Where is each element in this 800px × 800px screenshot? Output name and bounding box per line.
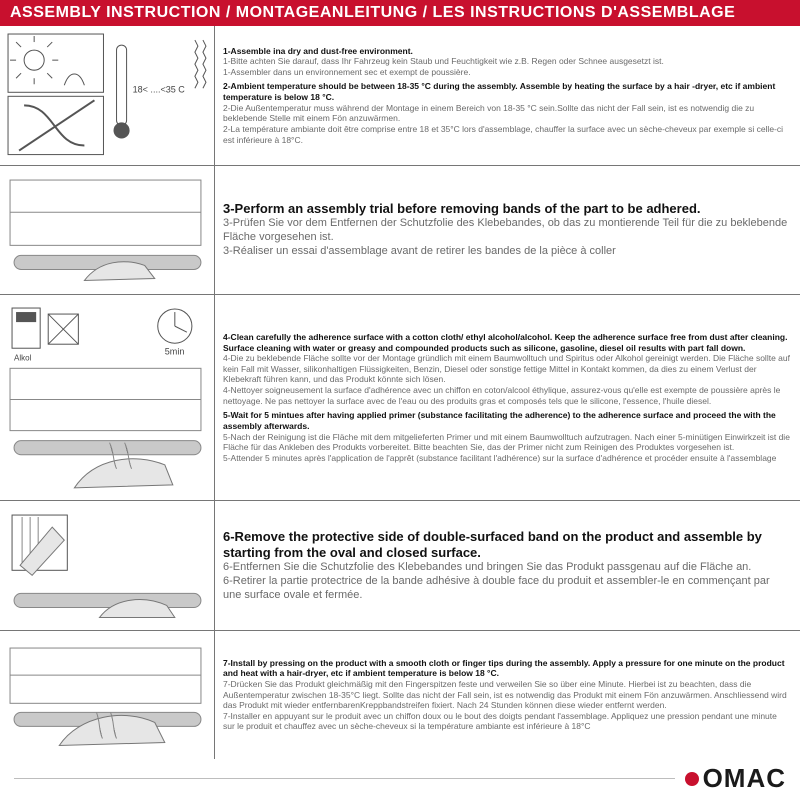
step-2: 2-Ambient temperature should be between … xyxy=(223,81,790,145)
logo-dot-icon xyxy=(685,772,699,786)
environment-icon: 18< ....<35 C xyxy=(4,30,210,161)
step-2-bold: 2-Ambient temperature should be between … xyxy=(223,81,775,102)
press-icon xyxy=(4,640,210,751)
instruction-row-4: 6-Remove the protective side of double-s… xyxy=(0,501,800,631)
illustration-remove xyxy=(0,501,215,630)
text-block-5: 7-Install by pressing on the product wit… xyxy=(215,631,800,759)
step-6-sub: 6-Entfernen Sie die Schutzfolie des Kleb… xyxy=(223,561,770,601)
brand-logo: OMAC xyxy=(685,763,786,794)
svg-text:18< ....<35 C: 18< ....<35 C xyxy=(133,84,186,94)
step-3-bold: 3-Perform an assembly trial before remov… xyxy=(223,201,701,216)
step-5-bold: 5-Wait for 5 mintues after having applie… xyxy=(223,410,776,431)
step-1-sub: 1-Bitte achten Sie darauf, dass Ihr Fahr… xyxy=(223,56,664,77)
footer-divider xyxy=(14,778,675,779)
step-2-sub: 2-Die Außentemperatur muss während der M… xyxy=(223,103,783,145)
trial-icon xyxy=(4,170,210,291)
footer: OMAC xyxy=(0,759,800,800)
text-block-1: 1-Assemble ina dry and dust-free environ… xyxy=(215,26,800,165)
step-7-bold: 7-Install by pressing on the product wit… xyxy=(223,658,785,679)
svg-text:Alkol: Alkol xyxy=(14,354,32,363)
step-5-sub: 5-Nach der Reinigung ist die Fläche mit … xyxy=(223,432,790,463)
illustration-clean: Alkol 5min xyxy=(0,295,215,500)
illustration-environment: 18< ....<35 C xyxy=(0,26,215,165)
text-block-4: 6-Remove the protective side of double-s… xyxy=(215,501,800,630)
assembly-instruction-sheet: ASSEMBLY INSTRUCTION / MONTAGEANLEITUNG … xyxy=(0,0,800,800)
instruction-row-5: 7-Install by pressing on the product wit… xyxy=(0,631,800,759)
instruction-row-1: 18< ....<35 C 1-Assemble ina dry and dus… xyxy=(0,26,800,166)
instruction-row-2: 3-Perform an assembly trial before remov… xyxy=(0,166,800,296)
step-7-sub: 7-Drücken Sie das Produkt gleichmäßig mi… xyxy=(223,679,787,732)
text-block-2: 3-Perform an assembly trial before remov… xyxy=(215,166,800,295)
instruction-row-3: Alkol 5min xyxy=(0,295,800,501)
step-6-bold: 6-Remove the protective side of double-s… xyxy=(223,529,762,560)
step-4: 4-Clean carefully the adherence surface … xyxy=(223,332,790,406)
step-4-sub: 4-Die zu beklebende Fläche sollte vor de… xyxy=(223,353,790,406)
step-1-bold: 1-Assemble ina dry and dust-free environ… xyxy=(223,46,413,56)
step-1: 1-Assemble ina dry and dust-free environ… xyxy=(223,46,790,78)
instruction-rows: 18< ....<35 C 1-Assemble ina dry and dus… xyxy=(0,26,800,759)
remove-icon xyxy=(4,505,210,626)
page-title: ASSEMBLY INSTRUCTION / MONTAGEANLEITUNG … xyxy=(0,0,800,26)
step-7: 7-Install by pressing on the product wit… xyxy=(223,658,790,732)
step-3-sub: 3-Prüfen Sie vor dem Entfernen der Schut… xyxy=(223,217,787,257)
svg-text:5min: 5min xyxy=(165,347,185,357)
step-5: 5-Wait for 5 mintues after having applie… xyxy=(223,410,790,463)
step-6: 6-Remove the protective side of double-s… xyxy=(223,529,790,603)
clean-icon: Alkol 5min xyxy=(4,302,210,493)
text-block-3: 4-Clean carefully the adherence surface … xyxy=(215,295,800,500)
illustration-press xyxy=(0,631,215,759)
step-4-bold: 4-Clean carefully the adherence surface … xyxy=(223,332,787,353)
step-3: 3-Perform an assembly trial before remov… xyxy=(223,201,790,259)
logo-text: OMAC xyxy=(703,763,786,794)
illustration-trial xyxy=(0,166,215,295)
